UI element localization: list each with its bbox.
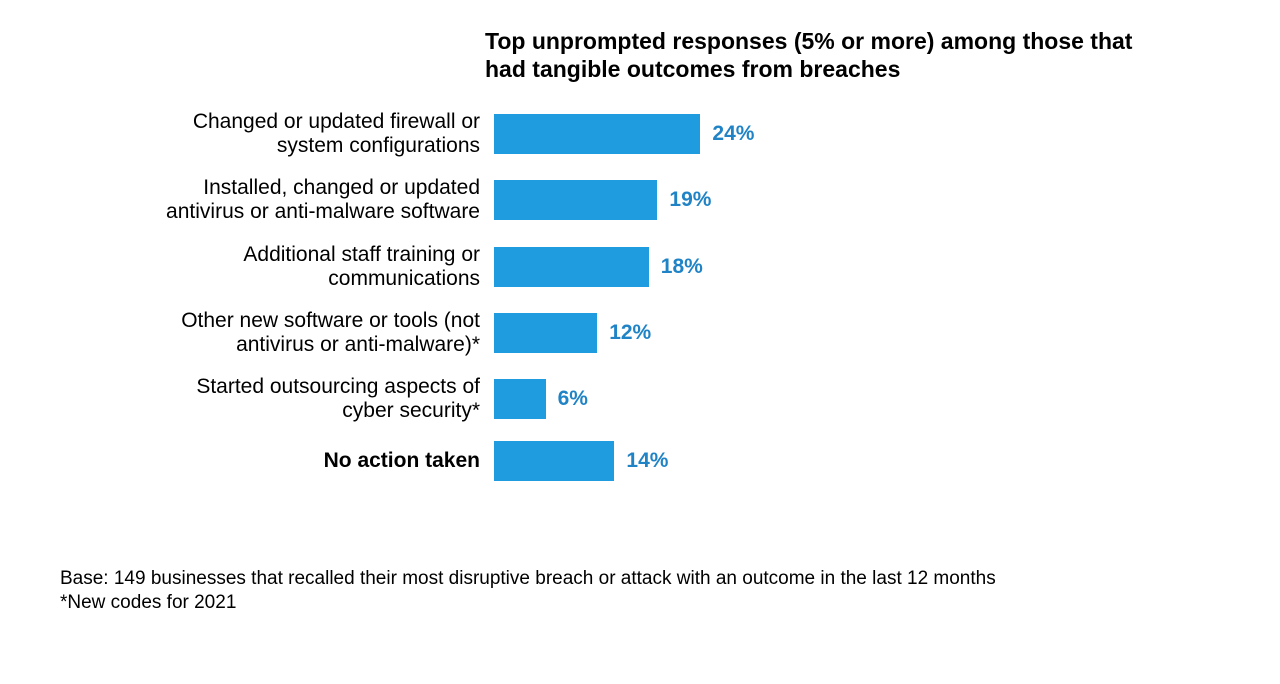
chart-rows: Changed or updated firewall orsystem con… bbox=[60, 110, 1200, 481]
bar-label: Installed, changed or updatedantivirus o… bbox=[60, 176, 494, 224]
bar-label-line: Additional staff training or bbox=[60, 243, 480, 267]
bar-label-line: antivirus or anti-malware software bbox=[60, 200, 480, 224]
footnote-line: *New codes for 2021 bbox=[60, 592, 996, 614]
bar-label: Other new software or tools (notantiviru… bbox=[60, 309, 494, 357]
bar-label: Additional staff training orcommunicatio… bbox=[60, 243, 494, 291]
bar-label-line: No action taken bbox=[60, 449, 480, 473]
bar-row: Installed, changed or updatedantivirus o… bbox=[60, 176, 1200, 224]
chart-footnotes: Base: 149 businesses that recalled their… bbox=[60, 566, 996, 614]
bar-area: 19% bbox=[494, 180, 711, 220]
bar bbox=[494, 247, 649, 287]
bar-value: 24% bbox=[712, 122, 754, 146]
bar-area: 12% bbox=[494, 313, 651, 353]
bar-label-line: system configurations bbox=[60, 134, 480, 158]
bar bbox=[494, 313, 597, 353]
bar-label-line: antivirus or anti-malware)* bbox=[60, 333, 480, 357]
bar-value: 19% bbox=[669, 188, 711, 212]
bar-area: 24% bbox=[494, 114, 754, 154]
bar-label-line: communications bbox=[60, 267, 480, 291]
bar-label: Changed or updated firewall orsystem con… bbox=[60, 110, 494, 158]
bar-chart: Top unprompted responses (5% or more) am… bbox=[0, 0, 1280, 684]
bar-label-line: cyber security* bbox=[60, 399, 480, 423]
bar-label-line: Changed or updated firewall or bbox=[60, 110, 480, 134]
bar-row: Changed or updated firewall orsystem con… bbox=[60, 110, 1200, 158]
bar-row: Other new software or tools (notantiviru… bbox=[60, 309, 1200, 357]
bar-value: 18% bbox=[661, 255, 703, 279]
chart-title: Top unprompted responses (5% or more) am… bbox=[485, 28, 1175, 83]
bar-row: Additional staff training orcommunicatio… bbox=[60, 243, 1200, 291]
bar-label: No action taken bbox=[60, 449, 494, 473]
bar-area: 6% bbox=[494, 379, 588, 419]
bar-label-line: Started outsourcing aspects of bbox=[60, 375, 480, 399]
bar-value: 6% bbox=[558, 387, 588, 411]
bar-row: No action taken 14% bbox=[60, 441, 1200, 481]
bar-row: Started outsourcing aspects ofcyber secu… bbox=[60, 375, 1200, 423]
bar bbox=[494, 180, 657, 220]
bar bbox=[494, 441, 614, 481]
bar-label: Started outsourcing aspects ofcyber secu… bbox=[60, 375, 494, 423]
bar-value: 12% bbox=[609, 321, 651, 345]
bar-label-line: Installed, changed or updated bbox=[60, 176, 480, 200]
bar-area: 14% bbox=[494, 441, 668, 481]
footnote-line: Base: 149 businesses that recalled their… bbox=[60, 568, 996, 590]
bar bbox=[494, 114, 700, 154]
bar-label-line: Other new software or tools (not bbox=[60, 309, 480, 333]
bar bbox=[494, 379, 546, 419]
bar-area: 18% bbox=[494, 247, 703, 287]
bar-value: 14% bbox=[626, 449, 668, 473]
